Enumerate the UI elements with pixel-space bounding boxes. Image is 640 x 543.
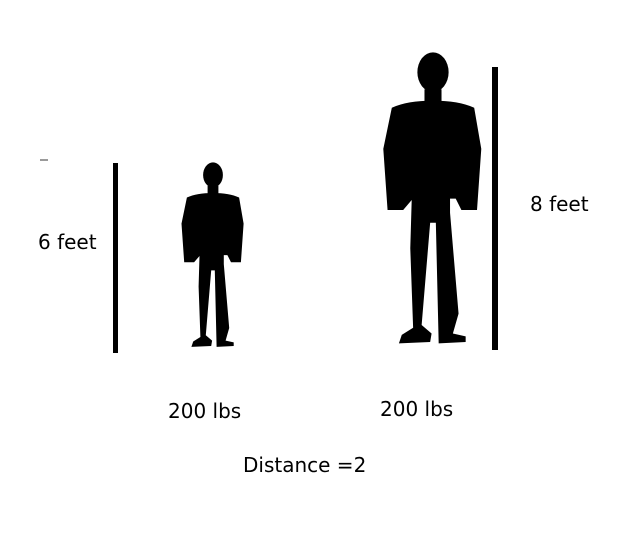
left-height-label: 6 feet	[38, 230, 97, 254]
left-height-bar	[113, 163, 118, 353]
right-height-bar	[492, 67, 498, 350]
distance-label: Distance =2	[243, 453, 367, 477]
left-weight-label: 200 lbs	[168, 399, 242, 423]
right-person-icon	[383, 52, 482, 344]
left-person-icon	[181, 162, 244, 347]
right-height-label: 8 feet	[530, 192, 589, 216]
right-weight-label: 200 lbs	[380, 397, 454, 421]
decorative-mark	[40, 159, 48, 161]
